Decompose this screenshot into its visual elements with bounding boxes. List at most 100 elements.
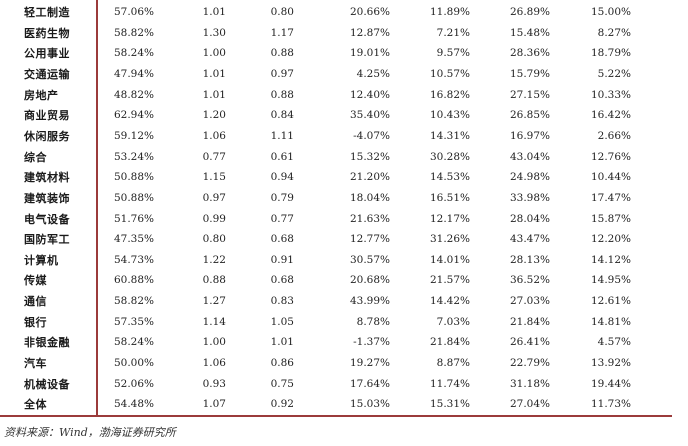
table-cell-c7: 5.22% [597,67,631,80]
table-cell-c5: 10.43% [429,109,470,122]
table-cell-c7: 12.20% [590,233,631,246]
industry-name: 非银金融 [24,336,70,350]
table-cell-c3: 0.91 [270,253,294,266]
table-cell-c6: 26.85% [509,109,550,122]
table-cell-c5: 14.01% [429,253,470,266]
table-cell-c1: 58.82% [113,26,154,39]
table-cell-c5: 10.57% [429,67,470,80]
table-cell-c4: -1.37% [353,336,390,349]
table-row: 商业贸易 62.94% 1.20 0.84 35.40% 10.43% 26.85% 16.4… [0,105,672,126]
table-cell-c5: 14.42% [429,295,470,308]
table-row: 休闲服务 59.12% 1.06 1.11 -4.07% 14.31% 16.97% 2.66… [0,126,672,147]
table-row: 综合 53.24% 0.77 0.61 15.32% 30.28% 43.04% 12.76% [0,147,672,168]
table-row: 通信 58.82% 1.27 0.83 43.99% 14.42% 27.03% 12.61% [0,291,672,312]
table-cell-c2: 1.27 [202,295,226,308]
table-cell-c6: 31.18% [509,377,550,390]
table-cell-c2: 1.30 [202,26,226,39]
table-cell-c3: 0.79 [270,191,294,204]
industry-name: 综合 [24,150,47,164]
table-cell-c6: 24.98% [509,171,550,184]
table-cell-c3: 0.86 [270,357,294,370]
table-cell-c7: 18.79% [590,47,631,60]
industry-name: 医药生物 [24,26,70,40]
column-divider [96,0,98,415]
table-cell-c2: 1.14 [202,315,226,328]
table-cell-c5: 21.57% [429,274,470,287]
table-cell-c7: 10.33% [590,88,631,101]
table-cell-c2: 0.88 [202,274,226,287]
industry-name: 建筑材料 [24,171,70,185]
table-cell-c7: 16.42% [590,109,631,122]
source-note: 资料来源：Wind，渤海证券研究所 [4,426,176,439]
table-cell-c2: 1.15 [202,171,226,184]
table-cell-c6: 27.15% [509,88,550,101]
industry-name: 轻工制造 [24,6,70,19]
table-cell-c7: 17.47% [590,191,631,204]
table-row: 银行 57.35% 1.14 1.05 8.78% 7.03% 21.84% 14.81% [0,312,672,333]
table-cell-c2: 1.01 [202,67,226,80]
table-cell-c7: 10.44% [590,171,631,184]
table-cell-c7: 12.61% [590,295,631,308]
table-cell-c1: 54.48% [113,398,154,411]
table-cell-c6: 27.03% [509,295,550,308]
table-cell-c3: 0.68 [270,274,294,287]
table-cell-c6: 21.84% [509,315,550,328]
table-cell-c6: 26.89% [509,6,550,18]
table-cell-c3: 0.92 [270,398,294,411]
table-cell-c3: 0.68 [270,233,294,246]
table-row: 交通运输 47.94% 1.01 0.97 4.25% 10.57% 15.79% 5.22% [0,64,672,85]
table-cell-c4: 4.25% [356,67,390,80]
table-cell-c7: 14.81% [590,315,631,328]
table-cell-c4: 18.04% [349,191,390,204]
table-cell-c6: 27.04% [509,398,550,411]
table-cell-c6: 15.48% [509,26,550,39]
table-cell-c1: 57.06% [113,6,154,18]
table-cell-c3: 0.88 [270,47,294,60]
table-row: 传媒 60.88% 0.88 0.68 20.68% 21.57% 36.52% 14.95% [0,270,672,291]
table-cell-c3: 0.94 [270,171,294,184]
table-cell-c1: 62.94% [113,109,154,122]
table-cell-c5: 21.84% [429,336,470,349]
table-cell-c6: 43.04% [509,150,550,163]
industry-name: 房地产 [24,88,59,102]
table-cell-c7: 8.27% [597,26,631,39]
table-cell-c3: 1.01 [270,336,294,349]
table-cell-c3: 0.77 [270,212,294,225]
table-cell-c6: 22.79% [509,357,550,370]
table-cell-c7: 4.57% [597,336,631,349]
table-cell-c2: 0.80 [202,233,226,246]
industry-name: 电气设备 [24,212,70,226]
table-cell-c4: 12.40% [349,88,390,101]
table-cell-c3: 1.05 [270,315,294,328]
table-cell-c4: 43.99% [349,295,390,308]
industry-name: 汽车 [24,357,47,371]
table-cell-c1: 52.06% [113,377,154,390]
table-row: 房地产 48.82% 1.01 0.88 12.40% 16.82% 27.15% 10.33… [0,85,672,106]
industry-name: 国防军工 [24,233,70,247]
table-cell-c7: 15.87% [590,212,631,225]
table-cell-c6: 43.47% [509,233,550,246]
table-cell-c2: 1.06 [202,129,226,142]
table-cell-c2: 1.06 [202,357,226,370]
industry-name: 交通运输 [24,67,70,81]
table-cell-c5: 16.51% [429,191,470,204]
table-cell-c4: 20.68% [349,274,390,287]
table-cell-c2: 1.22 [202,253,226,266]
table-row: 非银金融 58.24% 1.00 1.01 -1.37% 21.84% 26.41% 4.57… [0,332,672,353]
table-cell-c1: 53.24% [113,150,154,163]
table-cell-c2: 1.01 [202,88,226,101]
table-cell-c5: 16.82% [429,88,470,101]
industry-name: 传媒 [24,274,47,288]
industry-name: 建筑装饰 [24,191,70,205]
table-cell-c6: 33.98% [509,191,550,204]
table-cell-c1: 51.76% [113,212,154,225]
table-cell-c3: 0.84 [270,109,294,122]
table-cell-c7: 13.92% [590,357,631,370]
table-cell-c6: 15.79% [509,67,550,80]
table-cell-c5: 8.87% [436,357,470,370]
table-row: 电气设备 51.76% 0.99 0.77 21.63% 12.17% 28.04% 15.8… [0,209,672,230]
table-cell-c1: 48.82% [113,88,154,101]
table-cell-c4: 21.20% [349,171,390,184]
table-cell-c2: 1.00 [202,47,226,60]
table-row: 建筑材料 50.88% 1.15 0.94 21.20% 14.53% 24.98% 10.4… [0,167,672,188]
